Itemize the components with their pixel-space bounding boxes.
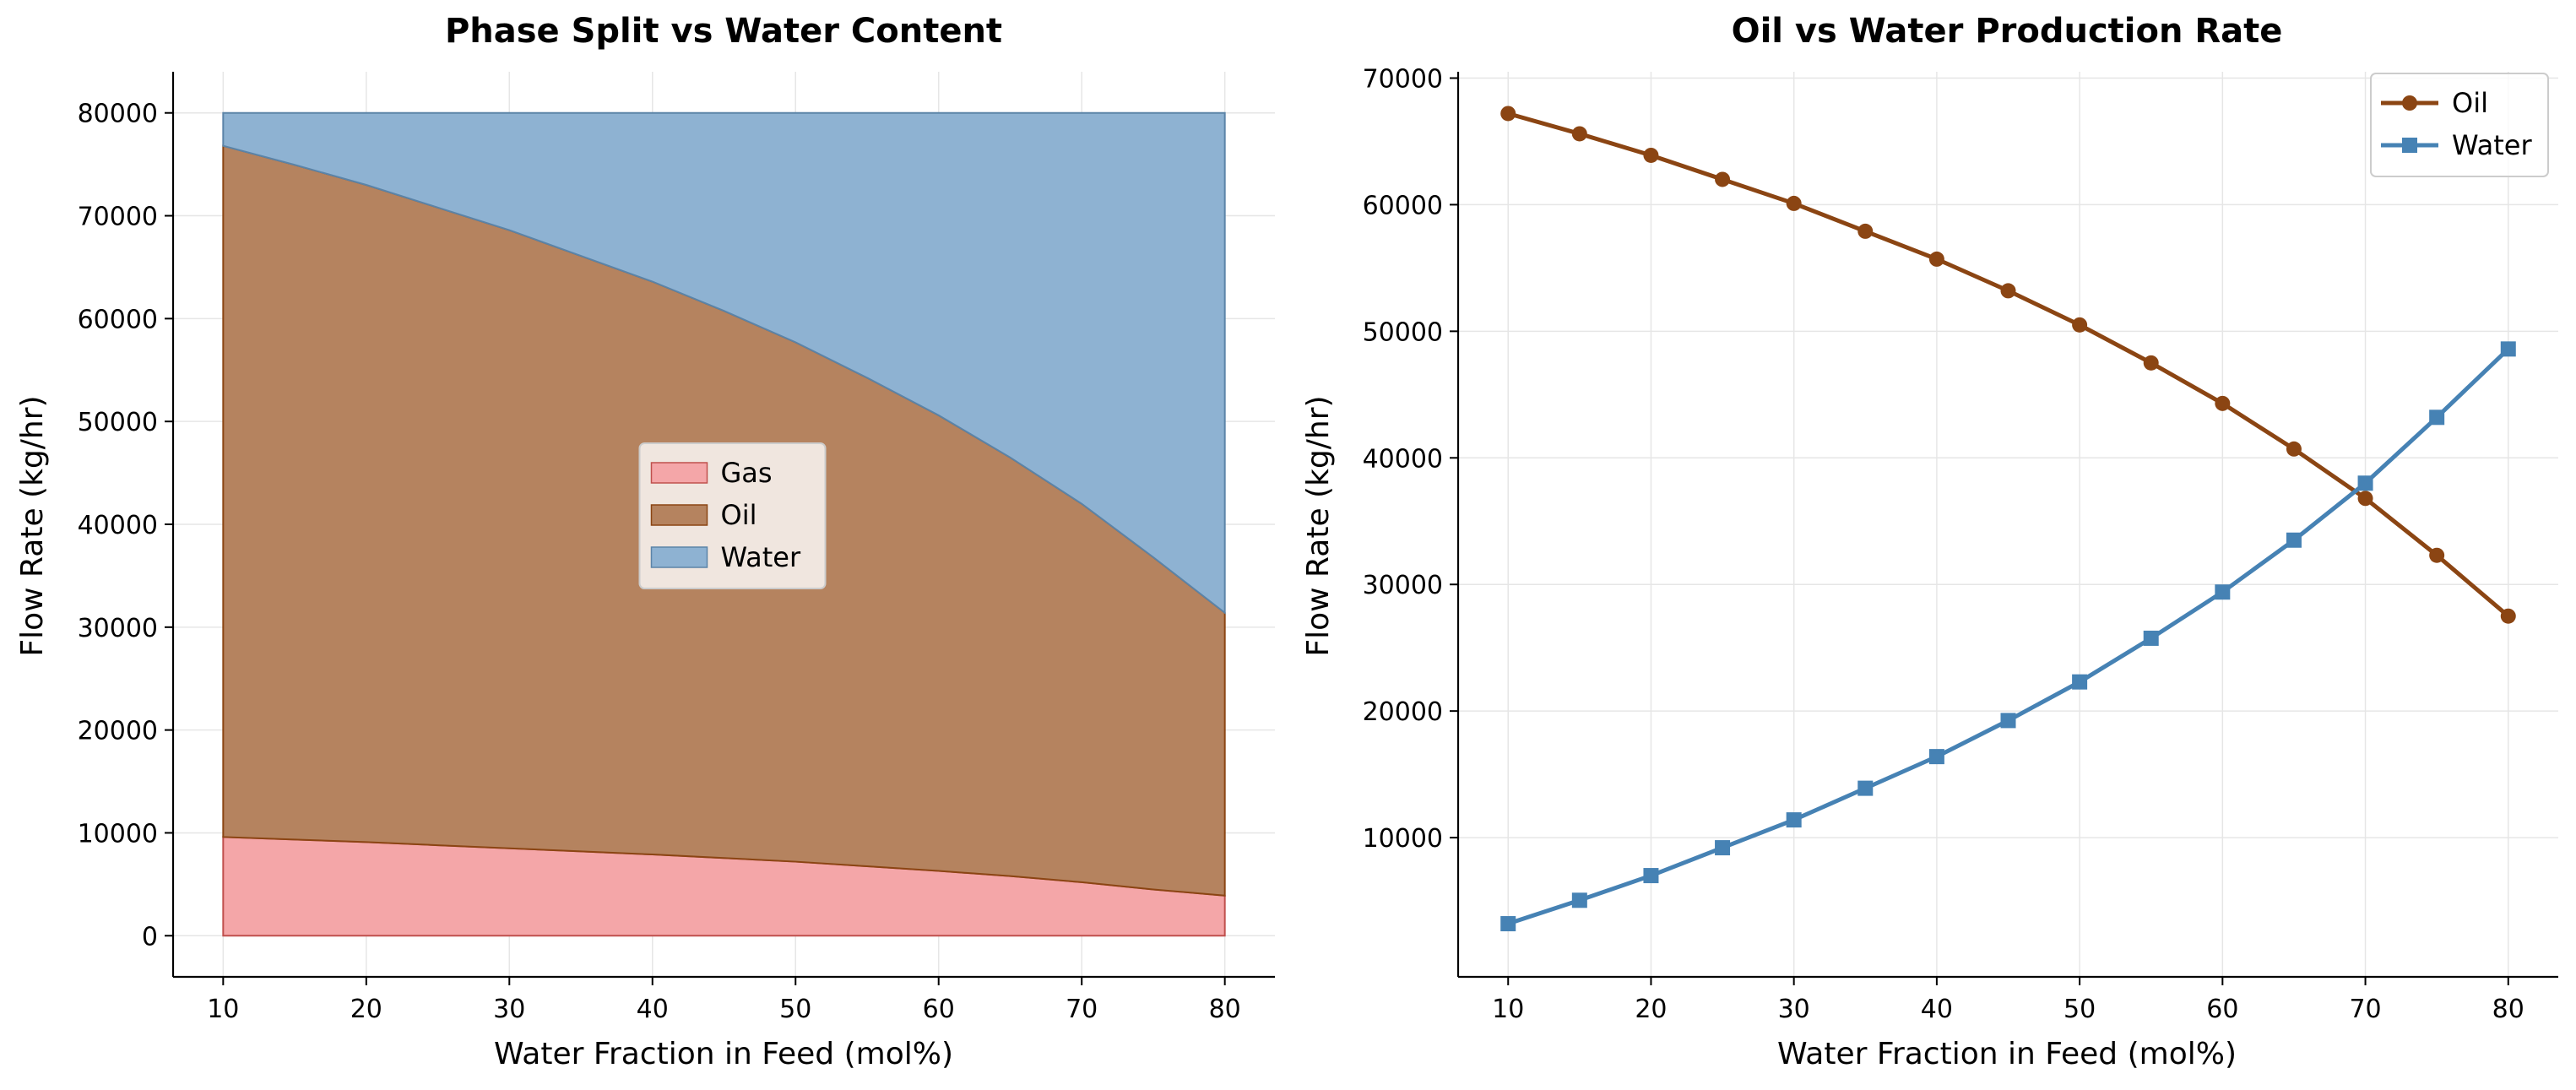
- y-tick-label: 40000: [1363, 444, 1443, 474]
- legend: Oil Water: [2370, 73, 2549, 177]
- y-tick-label: 0: [142, 922, 158, 952]
- series-oil: [1500, 106, 2516, 624]
- x-tick-label: 30: [1778, 995, 1810, 1024]
- x-tick-label: 70: [2349, 995, 2381, 1024]
- y-tick-label: 70000: [1363, 64, 1443, 94]
- x-tick-label: 40: [1921, 995, 1953, 1024]
- y-tick-label: 10000: [78, 819, 158, 849]
- legend: Gas Oil Water: [638, 442, 827, 589]
- y-tick-label: 20000: [1363, 697, 1443, 727]
- legend-label: Water: [2452, 129, 2532, 161]
- point-oil: [2143, 355, 2159, 371]
- y-tick-label: 30000: [78, 614, 158, 643]
- point-water: [1857, 780, 1874, 796]
- x-tick-label: 50: [779, 995, 811, 1024]
- point-water: [1786, 812, 1802, 828]
- y-tick-label: 50000: [1363, 317, 1443, 347]
- point-water: [1571, 892, 1587, 908]
- phase-split-chart: Phase Split vs Water Content 10 20 30 40 50 6…: [15, 12, 1275, 1071]
- x-tick-label: 60: [2206, 995, 2238, 1024]
- chart-title: Oil vs Water Production Rate: [1732, 12, 2283, 51]
- point-water: [1500, 916, 1516, 932]
- point-oil: [1857, 223, 1874, 239]
- y-tick-label: 70000: [78, 203, 158, 232]
- point-oil: [1500, 106, 1516, 122]
- y-tick-label: 60000: [1363, 191, 1443, 220]
- legend-swatch: [650, 504, 708, 526]
- y-tick-label: 50000: [78, 408, 158, 437]
- point-water: [2000, 713, 2016, 729]
- x-axis-label: Water Fraction in Feed (mol%): [1777, 1037, 2237, 1071]
- point-water: [1715, 840, 1731, 856]
- point-oil: [1928, 251, 1944, 267]
- chart-title: Phase Split vs Water Content: [445, 12, 1002, 51]
- x-tick-label: 60: [923, 995, 955, 1024]
- x-axis-label: Water Fraction in Feed (mol%): [494, 1037, 953, 1071]
- legend-marker: [2402, 95, 2417, 111]
- x-tick-label: 10: [1492, 995, 1524, 1024]
- legend-label: Water: [721, 541, 801, 573]
- point-oil: [1786, 195, 1802, 211]
- point-oil: [2429, 547, 2445, 563]
- legend-label: Oil: [2452, 87, 2488, 119]
- point-oil: [2215, 395, 2231, 411]
- y-axis-label: Flow Rate (kg/hr): [1301, 395, 1336, 656]
- point-oil: [2357, 491, 2373, 507]
- y-tick-label: 20000: [78, 717, 158, 746]
- point-water: [2072, 674, 2088, 690]
- y-tick-label: 30000: [1363, 571, 1443, 600]
- x-tick-label: 50: [2064, 995, 2096, 1024]
- area-water: [222, 111, 1226, 615]
- point-oil: [2286, 441, 2302, 457]
- x-tick-label: 20: [350, 995, 382, 1024]
- legend-label: Oil: [721, 499, 757, 531]
- x-tick-label: 80: [2492, 995, 2524, 1024]
- oil-water-rate-chart: Oil vs Water Production Rate 10 20 30 40 50 6…: [1301, 12, 2558, 1071]
- point-water: [2286, 532, 2302, 548]
- y-tick-label: 40000: [78, 511, 158, 540]
- x-tick-label: 40: [637, 995, 669, 1024]
- point-water: [2500, 341, 2516, 357]
- y-axis-label: Flow Rate (kg/hr): [15, 395, 50, 656]
- x-tick-label: 30: [493, 995, 525, 1024]
- point-water: [2429, 409, 2445, 426]
- y-tick-label: 10000: [1363, 824, 1443, 854]
- line-oil: [1507, 111, 2510, 618]
- point-oil: [1715, 171, 1731, 187]
- point-water: [2357, 475, 2373, 491]
- legend-swatch: [650, 462, 708, 484]
- legend-label: Gas: [721, 457, 773, 489]
- x-tick-label: 10: [207, 995, 239, 1024]
- point-oil: [2000, 283, 2016, 299]
- y-tick-label: 80000: [78, 100, 158, 129]
- point-water: [1928, 749, 1944, 765]
- legend-swatch: [650, 546, 708, 568]
- y-tick-label: 60000: [78, 305, 158, 334]
- point-water: [1643, 868, 1659, 884]
- x-tick-label: 80: [1209, 995, 1241, 1024]
- point-oil: [2072, 317, 2088, 333]
- series-water: [1500, 341, 2516, 932]
- legend-marker: [2402, 138, 2417, 153]
- x-tick-label: 20: [1635, 995, 1667, 1024]
- point-oil: [1571, 126, 1587, 142]
- point-water: [2143, 630, 2159, 646]
- point-oil: [1643, 147, 1659, 163]
- x-tick-label: 70: [1066, 995, 1098, 1024]
- point-water: [2215, 584, 2231, 600]
- point-oil: [2500, 608, 2516, 624]
